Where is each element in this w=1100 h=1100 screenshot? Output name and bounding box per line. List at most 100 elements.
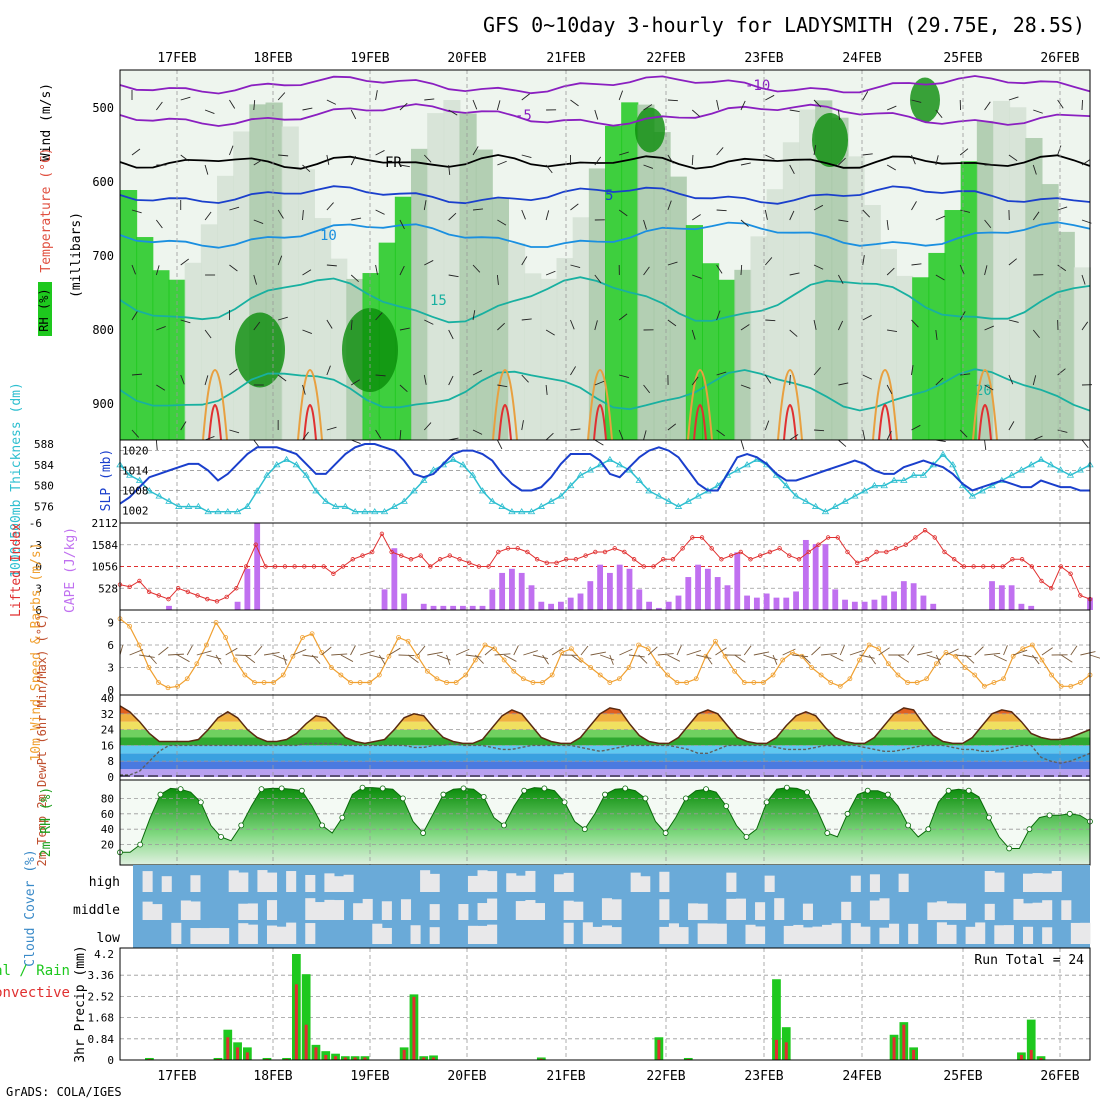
wind-speed-point	[280, 672, 286, 678]
wind-speed-point	[588, 665, 593, 670]
thickness-point	[674, 502, 683, 509]
rh-point	[278, 785, 285, 792]
wind-speed-point	[540, 680, 545, 685]
wind-speed-point	[184, 676, 190, 682]
tick-label: 40	[101, 823, 114, 836]
wind-barb	[862, 91, 869, 101]
wind-barb	[156, 384, 166, 391]
cape-bar	[616, 564, 623, 610]
wind-barb	[911, 424, 921, 431]
cape-bar	[509, 568, 515, 610]
cloud-block	[975, 922, 986, 944]
wind-barb	[1080, 651, 1096, 656]
wind-speed-point	[1077, 680, 1083, 685]
cape-bar	[783, 597, 790, 610]
rh-column	[669, 176, 687, 440]
cloud-block	[860, 926, 871, 944]
wind-speed-point	[895, 672, 901, 678]
cloud-block	[324, 873, 335, 892]
wind-barb	[204, 435, 215, 441]
cloud-block	[324, 899, 335, 920]
wind-barb	[497, 384, 508, 388]
wind-barb	[1008, 374, 1014, 385]
cloud-block	[238, 872, 249, 892]
cloud-block	[515, 901, 526, 920]
cape-bar	[567, 597, 574, 610]
wind-barb	[594, 380, 605, 386]
wind-barb	[131, 311, 138, 321]
wind-barb	[570, 366, 576, 376]
wind-barb	[935, 109, 943, 119]
lifted-index-point	[874, 549, 879, 555]
lifted-index-point	[282, 564, 288, 569]
thickness-point	[664, 497, 673, 504]
wind-speed-point	[1001, 676, 1006, 682]
cloud-block	[707, 923, 718, 944]
rh-point	[581, 826, 588, 833]
rh-column	[799, 109, 817, 440]
rh-point	[541, 785, 548, 792]
rh-column	[718, 279, 736, 440]
lifted-index-point	[340, 564, 346, 569]
wind-speed-point	[713, 638, 718, 644]
wind-barb	[618, 90, 624, 101]
wind-barb	[131, 209, 142, 214]
thickness-point	[233, 508, 242, 515]
wind-barb	[917, 651, 933, 656]
lifted-index-point	[1048, 586, 1054, 591]
wind-barb	[716, 209, 727, 212]
wind-speed-point	[809, 665, 814, 670]
cloud-block	[936, 922, 947, 944]
wind-barb	[1081, 99, 1083, 111]
temperature-contour	[119, 154, 1091, 170]
axis-label: 1000~500mb Thickness (dm)	[9, 382, 24, 578]
wind-barb	[302, 384, 306, 395]
cape-bar	[685, 577, 692, 610]
lifted-index-point	[796, 557, 802, 562]
thickness-point	[1017, 466, 1026, 473]
rh-column	[976, 120, 994, 440]
tick-label: 576	[34, 501, 54, 514]
rh-point	[379, 785, 386, 792]
rh-column	[572, 217, 590, 440]
cape-bar	[244, 568, 251, 610]
wind-speed-point	[568, 646, 574, 652]
date-label-bottom: 21FEB	[546, 1069, 585, 1084]
precip-convective-bar	[226, 1037, 230, 1060]
tick-label: 500	[92, 101, 114, 115]
lifted-index-point	[622, 549, 627, 555]
thickness-point	[302, 471, 310, 478]
axis-label: (millibars)	[69, 212, 84, 298]
thickness-point	[655, 492, 663, 499]
cloud-block	[1061, 900, 1072, 920]
rh-core	[235, 312, 285, 388]
rh-column	[540, 278, 558, 440]
wind-barb	[772, 654, 778, 665]
wind-barb	[676, 645, 682, 656]
thickness-line	[119, 453, 1091, 513]
wind-barb	[542, 654, 549, 665]
wind-barb	[180, 374, 185, 385]
lifted-index-point	[825, 535, 831, 540]
rh-point	[622, 785, 629, 792]
rh-point	[177, 786, 184, 793]
thickness-point	[684, 497, 692, 504]
wind-barb	[129, 649, 144, 656]
cape-bar	[920, 595, 927, 610]
lifted-index-point	[205, 596, 210, 602]
thickness-point	[1047, 461, 1055, 468]
lifted-index-point	[554, 560, 559, 566]
precip-panel: 0 0.84 1.68 2.52 3.36 4.2 Run Total = 24 3hr Pr…	[0, 945, 1091, 1067]
cloud-block	[477, 925, 488, 944]
precip-frame	[119, 947, 1091, 1061]
tick-label: 40	[101, 692, 114, 705]
lifted-index-point	[525, 549, 530, 555]
wind-barb	[643, 219, 647, 230]
precip-convective-bar	[902, 1024, 906, 1060]
wind-barb	[521, 256, 528, 266]
contour-label: -10	[745, 78, 770, 94]
wind-speed-point	[146, 665, 152, 670]
cloud-block	[487, 898, 498, 920]
wind-barb	[813, 99, 822, 108]
wind-barb	[734, 654, 746, 663]
